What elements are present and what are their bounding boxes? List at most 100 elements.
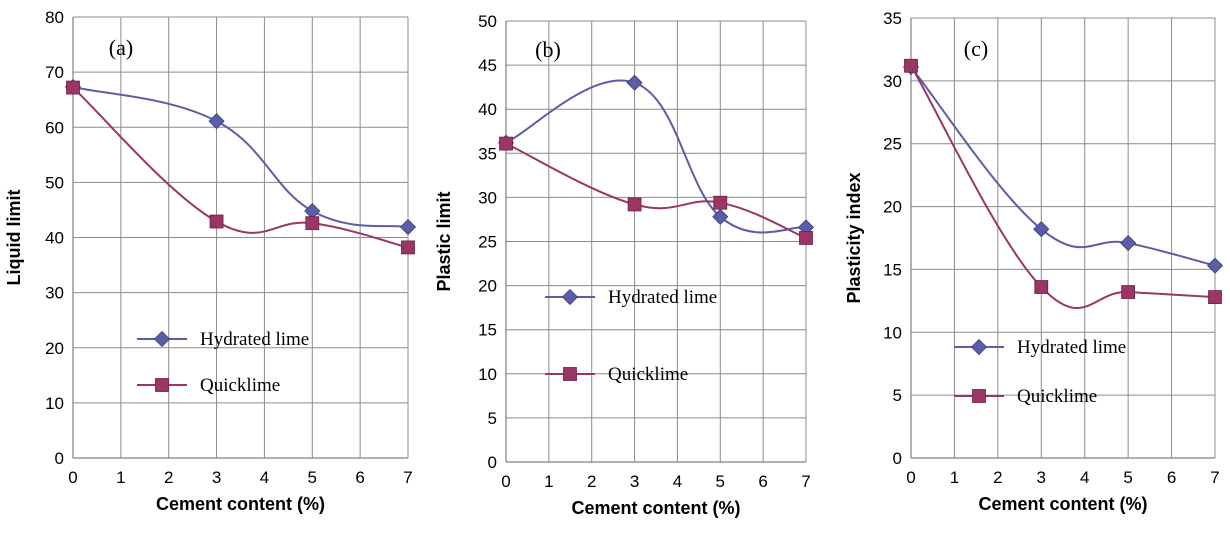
x-tick-label: 1	[544, 472, 553, 491]
quicklime-point-3	[799, 231, 813, 245]
legend-hydrated-lime-point-legend	[970, 338, 988, 356]
legend-quicklime-point-legend	[155, 378, 169, 392]
y-tick-label: 60	[45, 118, 64, 137]
y-tick-label: 15	[478, 321, 497, 340]
quicklime-point-1	[209, 214, 224, 229]
y-axis-title: Liquid limit	[4, 190, 24, 286]
y-tick-label: 35	[478, 144, 497, 163]
quicklime-point-0	[499, 136, 513, 151]
y-tick-label: 5	[893, 386, 902, 405]
hydrated-lime-point-2	[712, 208, 729, 225]
y-axis-title: Plastic limit	[434, 191, 454, 291]
series-line-hydrated-lime	[910, 66, 1216, 267]
legend-label: Quicklime	[1017, 386, 1097, 407]
x-tick-label: 4	[260, 468, 269, 487]
y-tick-label: 10	[883, 323, 902, 342]
y-tick-label: 20	[45, 339, 64, 358]
hydrated-lime-point-3	[399, 218, 417, 236]
x-tick-label: 6	[355, 468, 364, 487]
y-tick-label: 40	[478, 100, 497, 119]
quicklime-point-2	[713, 195, 728, 210]
x-tick-label: 1	[116, 468, 125, 487]
panel-label: (a)	[109, 35, 133, 60]
y-tick-label: 50	[478, 12, 497, 31]
panel-label: (b)	[535, 37, 561, 62]
y-tick-label: 5	[488, 409, 497, 428]
x-tick-label: 6	[758, 472, 767, 491]
hydrated-lime-point-1	[1033, 221, 1050, 238]
hydrated-lime-point-1	[208, 113, 225, 130]
legend-label: Hydrated lime	[608, 287, 717, 308]
x-tick-label: 3	[1037, 468, 1046, 487]
legend: Hydrated lime Quicklime	[954, 337, 1126, 407]
x-tick-label: 0	[68, 468, 77, 487]
legend-quicklime-point-legend	[563, 367, 577, 381]
series-line-hydrated-lime	[72, 86, 409, 229]
x-axis-title: Cement content (%)	[978, 494, 1147, 514]
y-tick-label: 10	[478, 365, 497, 384]
chart-panel-3: 0 5 10 15 20 25 30 35 0 1 2 3 4 5 6 7 Cement content (%)…	[844, 9, 1224, 514]
x-tick-label: 5	[1123, 468, 1132, 487]
series-line-quicklime	[505, 142, 807, 239]
hydrated-lime-point-3	[1206, 257, 1224, 274]
x-tick-label: 5	[716, 472, 725, 491]
y-tick-label: 80	[45, 8, 64, 27]
x-tick-label: 7	[1210, 468, 1219, 487]
y-tick-label: 45	[478, 56, 497, 75]
y-tick-label: 30	[478, 188, 497, 207]
legend-label: Quicklime	[608, 364, 688, 385]
y-tick-label: 0	[55, 449, 64, 468]
y-tick-label: 20	[478, 277, 497, 296]
x-tick-label: 4	[673, 472, 682, 491]
x-tick-label: 4	[1080, 468, 1089, 487]
x-axis-title: Cement content (%)	[571, 498, 740, 518]
y-tick-label: 10	[45, 394, 64, 413]
legend-quicklime-point-legend	[972, 389, 986, 403]
hydrated-lime-point-1	[626, 74, 643, 91]
x-tick-label: 1	[950, 468, 959, 487]
quicklime-point-1	[627, 197, 642, 212]
x-tick-label: 7	[801, 472, 810, 491]
y-tick-label: 0	[893, 449, 902, 468]
legend-hydrated-lime-point-legend	[561, 288, 579, 306]
x-tick-label: 2	[164, 468, 173, 487]
y-tick-label: 40	[45, 229, 64, 248]
x-tick-label: 0	[906, 468, 915, 487]
legend-label: Quicklime	[200, 375, 280, 396]
quicklime-point-2	[1121, 285, 1136, 299]
quicklime-point-0	[904, 58, 918, 73]
quicklime-point-2	[305, 216, 320, 231]
x-tick-label: 7	[403, 468, 412, 487]
y-tick-label: 50	[45, 173, 64, 192]
legend: Hydrated lime Quicklime	[137, 329, 309, 396]
x-axis-title: Cement content (%)	[156, 494, 325, 514]
quicklime-point-1	[1034, 280, 1049, 294]
x-tick-label: 2	[587, 472, 596, 491]
series-line-quicklime	[910, 65, 1216, 309]
legend-label: Hydrated lime	[1017, 337, 1126, 358]
legend-hydrated-lime-point-legend	[153, 330, 171, 348]
quicklime-point-3	[401, 240, 415, 255]
legend-label: Hydrated lime	[200, 329, 309, 350]
x-tick-label: 3	[212, 468, 221, 487]
quicklime-point-3	[1208, 290, 1222, 304]
y-tick-label: 15	[883, 260, 902, 279]
hydrated-lime-point-2	[1120, 234, 1137, 252]
y-tick-label: 35	[883, 9, 902, 28]
y-tick-label: 30	[45, 284, 64, 303]
series-line-quicklime	[72, 86, 409, 249]
y-tick-label: 30	[883, 72, 902, 91]
y-axis-title: Plasticity index	[844, 172, 864, 303]
y-tick-label: 70	[45, 63, 64, 82]
quicklime-point-0	[66, 80, 80, 95]
y-tick-label: 25	[883, 135, 902, 154]
x-tick-label: 5	[308, 468, 317, 487]
x-tick-label: 6	[1167, 468, 1176, 487]
x-tick-label: 2	[993, 468, 1002, 487]
x-tick-label: 0	[501, 472, 510, 491]
series-line-hydrated-lime	[505, 79, 807, 234]
y-tick-label: 25	[478, 233, 497, 252]
